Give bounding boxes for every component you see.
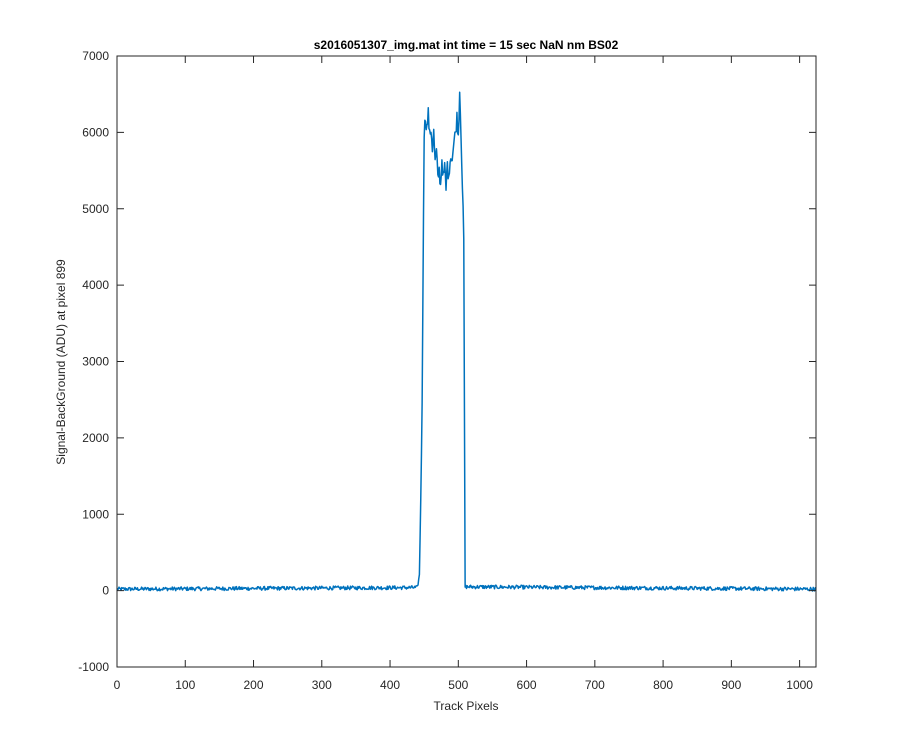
chart-title: s2016051307_img.mat int time = 15 sec Na… bbox=[314, 38, 619, 52]
x-axis-label: Track Pixels bbox=[434, 699, 499, 713]
x-tick-label: 700 bbox=[585, 678, 605, 692]
series-layer bbox=[116, 91, 817, 592]
x-tick-label: 1000 bbox=[786, 678, 813, 692]
y-tick-label: 4000 bbox=[82, 278, 109, 292]
y-tick-label: 0 bbox=[102, 584, 109, 598]
y-tick-label: 3000 bbox=[82, 355, 109, 369]
x-tick-label: 200 bbox=[244, 678, 264, 692]
x-tick-label: 800 bbox=[653, 678, 673, 692]
y-tick-label: 7000 bbox=[82, 49, 109, 63]
y-tick-label: 6000 bbox=[82, 125, 109, 139]
y-tick-label: 5000 bbox=[82, 202, 109, 216]
y-tick-label: -1000 bbox=[78, 660, 109, 674]
x-tick-label: 300 bbox=[312, 678, 332, 692]
x-ticks: 0 100 200 300 400 500 600 700 800 900 1000 bbox=[114, 56, 813, 692]
x-tick-label: 900 bbox=[721, 678, 741, 692]
x-tick-label: 400 bbox=[380, 678, 400, 692]
axes-box bbox=[116, 55, 817, 668]
x-tick-label: 500 bbox=[448, 678, 468, 692]
y-tick-label: 2000 bbox=[82, 431, 109, 445]
x-tick-label: 100 bbox=[175, 678, 195, 692]
y-axis-label: Signal-BackGround (ADU) at pixel 899 bbox=[54, 259, 68, 465]
x-tick-label: 600 bbox=[517, 678, 537, 692]
y-tick-label: 1000 bbox=[82, 507, 109, 521]
y-ticks: -1000 0 1000 2000 3000 4000 5000 6000 7000 bbox=[78, 49, 816, 674]
series-line bbox=[116, 91, 817, 592]
x-tick-label: 0 bbox=[114, 678, 121, 692]
